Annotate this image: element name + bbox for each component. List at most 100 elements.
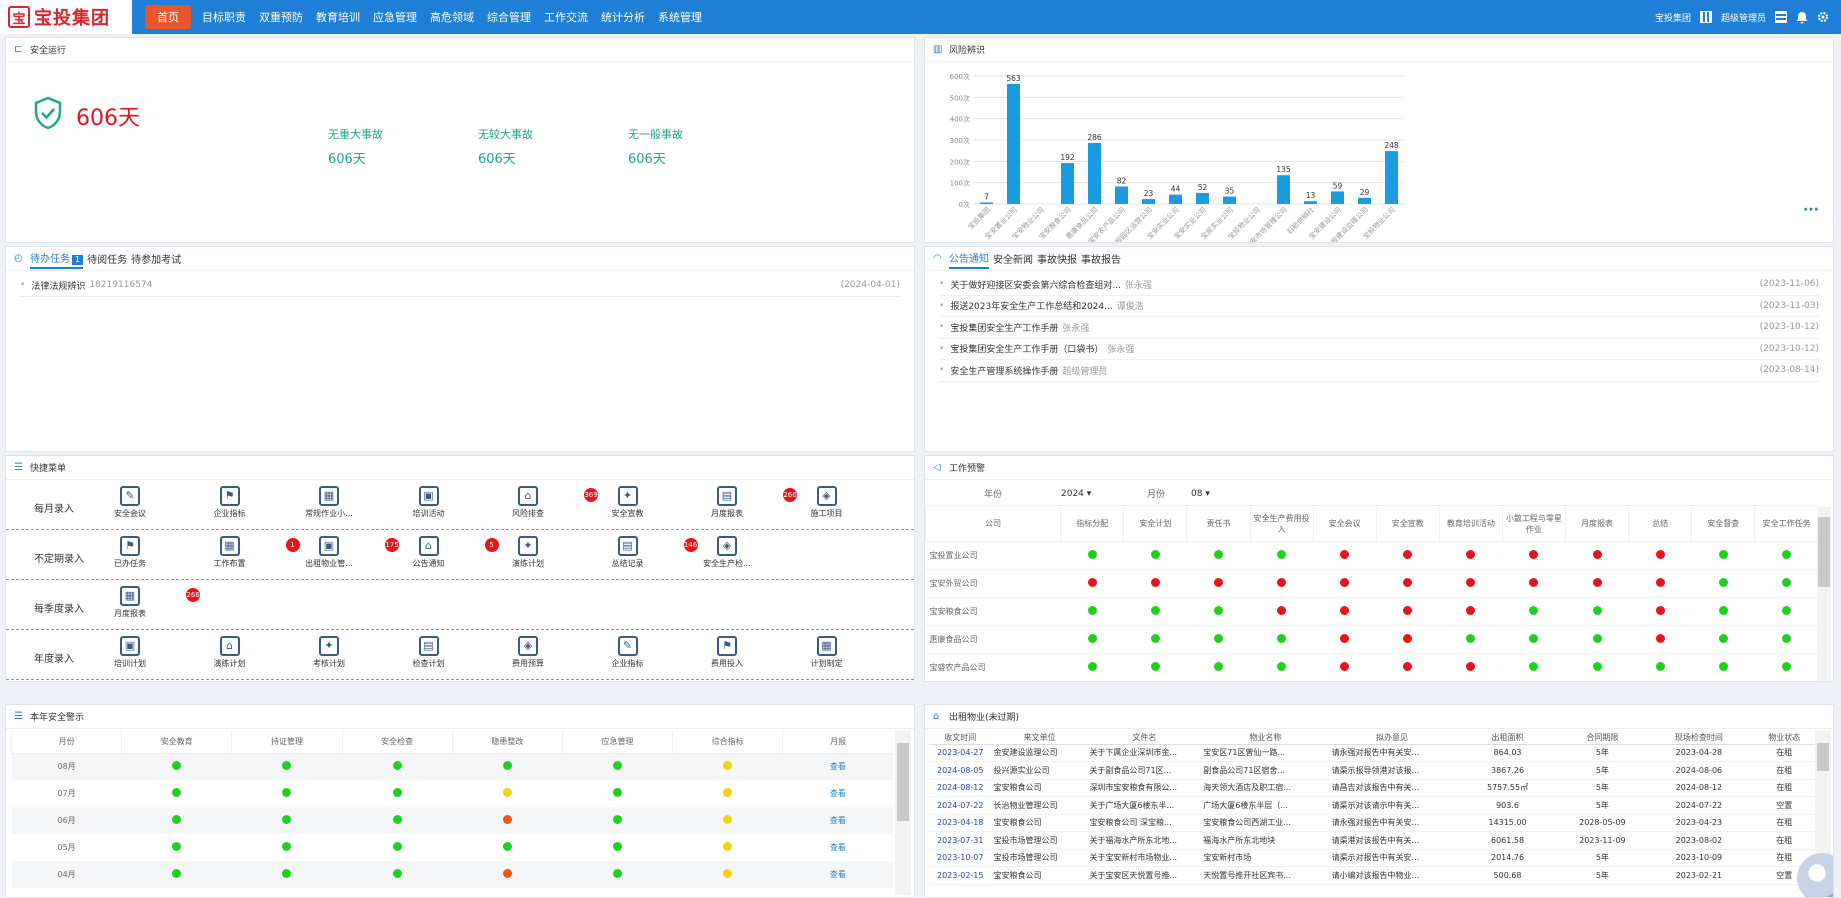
quick-item[interactable]: ▤ 检查计划 xyxy=(399,636,459,669)
table-row[interactable]: 2023-07-31 宝投市场管理公司 关于福海水产所东北地... 福海水产所东北地块… xyxy=(929,832,1815,849)
quick-item[interactable]: ▤ 总结记录 xyxy=(598,536,658,569)
menu-item-8[interactable]: 统计分析 xyxy=(601,11,645,24)
table-row[interactable]: 2023-04-18 宝安粮食公司 宝安粮食公司 深宝粮... 宝安粮食公司西湖工业.… xyxy=(929,814,1815,832)
tab-0[interactable]: 公告通知 xyxy=(949,248,989,269)
tab-1[interactable]: 安全新闻 xyxy=(993,249,1033,268)
tab-3[interactable]: 事故报告 xyxy=(1081,249,1121,268)
quick-item[interactable]: ⚑ 企业指标 xyxy=(200,486,260,519)
menu-item-6[interactable]: 综合管理 xyxy=(487,11,531,24)
year-select[interactable]: 2024 ▾ xyxy=(1061,488,1092,499)
company-name[interactable]: 宝投集团 xyxy=(1654,13,1691,24)
list-item[interactable]: • 安全生产管理系统操作手册 超级管理员 (2023-08-14) xyxy=(939,360,1819,382)
quick-item[interactable]: ⌂ 风险排查 xyxy=(498,486,558,519)
view-link[interactable]: 查看 xyxy=(829,816,846,825)
quick-item[interactable]: ✎ 企业指标 xyxy=(598,636,658,669)
table-row[interactable]: 2023-04-27 金安建设监理公司 关于下属企业深圳市金... 宝安区71区曾仙一… xyxy=(929,744,1815,762)
table-row[interactable]: 宝安外贸公司 xyxy=(925,569,1818,597)
table-row[interactable]: 2024-08-12 宝安粮食公司 深圳市宝安粮食有限公... 海天领大酒店及职工宿.… xyxy=(929,779,1815,797)
list-item[interactable]: • 报送2023年安全生产工作总结和2024... 谭俊浩 (2023-11-03) xyxy=(939,296,1819,317)
view-link[interactable]: 查看 xyxy=(829,762,846,772)
cell-收文时间[interactable]: 2023-04-18 xyxy=(936,818,984,828)
list-item[interactable]: • 宝投集团安全生产工作手册 张永强 (2023-10-12) xyxy=(939,317,1819,339)
quick-item[interactable]: ▦ 计划制定 xyxy=(797,636,857,669)
quick-item[interactable]: ⌂ 演练计划 xyxy=(200,636,260,669)
list-item[interactable]: • 宝投集团安全生产工作手册（口袋书） 张永强 (2023-10-12) xyxy=(939,339,1819,360)
view-link[interactable]: 查看 xyxy=(829,789,846,798)
bell-icon[interactable] xyxy=(1796,11,1808,24)
table-row[interactable]: 08月 查看 xyxy=(11,753,893,780)
table-row[interactable]: 07月 查看 xyxy=(11,780,893,807)
org-icon[interactable] xyxy=(1699,11,1712,23)
quick-item[interactable]: ▦ 月度报表 xyxy=(100,586,160,619)
quick-item[interactable]: ▦ 常规作业小... xyxy=(299,486,359,519)
quick-item[interactable]: ⚑ 费用投入 xyxy=(697,636,757,669)
tab-2[interactable]: 待参加考试 xyxy=(131,249,181,268)
more-button[interactable]: ··· xyxy=(1803,202,1819,218)
quick-item[interactable]: ◈ 安全生产检... xyxy=(697,536,757,569)
quick-item[interactable]: ▤ 月度报表 xyxy=(697,486,757,519)
menu-item-1[interactable]: 目标职责 xyxy=(202,11,246,24)
bar[interactable] xyxy=(1169,194,1182,204)
bar[interactable] xyxy=(1358,197,1371,204)
menu-item-2[interactable]: 双重预防 xyxy=(259,11,303,24)
assistant-button[interactable] xyxy=(1797,853,1833,897)
quick-item[interactable]: ◈ 费用预算 xyxy=(498,636,558,669)
bar[interactable] xyxy=(980,202,993,204)
table-row[interactable]: 宝盛农产品公司 xyxy=(925,653,1818,681)
scrollbar[interactable] xyxy=(1817,507,1831,681)
menu-item-0[interactable]: 首页 xyxy=(145,5,191,29)
table-row[interactable]: 06月 查看 xyxy=(11,807,893,834)
menu-item-7[interactable]: 工作交流 xyxy=(544,11,588,24)
quick-item[interactable]: ✦ 演练计划 xyxy=(498,536,558,569)
cell-收文时间[interactable]: 2023-02-15 xyxy=(936,870,984,880)
tab-2[interactable]: 事故快报 xyxy=(1037,249,1077,268)
quick-item[interactable]: ▣ 出租物业管... xyxy=(299,536,359,569)
cell-收文时间[interactable]: 2024-08-05 xyxy=(936,765,984,775)
quick-item[interactable]: ⚑ 已办任务 xyxy=(100,536,160,569)
cell-收文时间[interactable]: 2024-08-12 xyxy=(936,783,984,793)
quick-item[interactable]: ⌂ 公告通知 xyxy=(399,536,459,569)
cell-收文时间[interactable]: 2024-07-22 xyxy=(936,800,984,810)
bar[interactable] xyxy=(1061,163,1074,204)
bar[interactable] xyxy=(1007,83,1020,204)
cell-收文时间[interactable]: 2023-07-31 xyxy=(936,835,984,845)
tab-0[interactable]: 待办任务 1 xyxy=(30,248,84,269)
quick-item[interactable]: ✦ 安全宣教 xyxy=(598,486,658,519)
menu-item-9[interactable]: 系统管理 xyxy=(658,11,702,24)
user-role[interactable]: 超级管理员 xyxy=(1720,13,1766,24)
grid-icon[interactable] xyxy=(1775,11,1787,23)
view-link[interactable]: 查看 xyxy=(829,870,846,879)
month-select[interactable]: 08 ▾ xyxy=(1191,488,1210,499)
table-row[interactable]: 2023-02-15 宝安粮食公司 关于宝安区天悦置号推... 天悦置号推开社区宾书.… xyxy=(929,867,1815,884)
bar[interactable] xyxy=(1277,175,1290,204)
table-row[interactable]: 2024-08-05 投兴源实业公司 关于副食品公司71区... 副食品公司71区宿舍… xyxy=(929,762,1815,779)
table-row[interactable]: 宝安粮食公司 xyxy=(925,597,1818,625)
view-link[interactable]: 查看 xyxy=(829,843,846,852)
menu-item-3[interactable]: 教育培训 xyxy=(316,11,360,24)
table-row[interactable]: 2024-07-22 长治物业管理公司 关于广场大厦6楼东半... 广场大厦6楼东半层… xyxy=(929,797,1815,814)
menu-item-4[interactable]: 应急管理 xyxy=(373,11,417,24)
bar[interactable] xyxy=(1385,151,1398,204)
bar[interactable] xyxy=(1088,142,1101,204)
bar[interactable] xyxy=(1331,191,1344,204)
list-item[interactable]: • 法律法规辨识 18219116574 (2024-04-01) xyxy=(20,277,900,293)
quick-item[interactable]: ▦ 工作布置 xyxy=(200,536,260,569)
gear-icon[interactable] xyxy=(1817,11,1829,23)
table-row[interactable]: 04月 查看 xyxy=(11,861,893,888)
list-item[interactable]: • 关于做好迎接区安委会第六综合检查组对... 张永强 (2023-11-06) xyxy=(939,274,1819,296)
table-row[interactable]: 宝投置业公司 xyxy=(925,541,1818,569)
quick-item[interactable]: ◈ 施工项目 xyxy=(797,486,857,519)
bar[interactable] xyxy=(1304,201,1317,204)
quick-item[interactable]: ✦ 考核计划 xyxy=(299,636,359,669)
scrollbar[interactable] xyxy=(895,731,911,895)
quick-item[interactable]: ✎ 安全会议 xyxy=(100,486,160,519)
table-row[interactable]: 惠康食品公司 xyxy=(925,625,1818,653)
cell-收文时间[interactable]: 2023-04-27 xyxy=(936,748,984,758)
table-row[interactable]: 2023-10-07 宝投市场管理公司 关于宝安新村市场物业... 宝安新村市场 请渠示… xyxy=(929,849,1815,867)
menu-item-5[interactable]: 高危领域 xyxy=(430,11,474,24)
logo[interactable]: 宝 宝投集团 xyxy=(0,0,132,34)
bar[interactable] xyxy=(1223,196,1236,204)
bar[interactable] xyxy=(1196,192,1209,204)
cell-收文时间[interactable]: 2023-10-07 xyxy=(936,853,984,863)
bar[interactable] xyxy=(1142,199,1155,204)
